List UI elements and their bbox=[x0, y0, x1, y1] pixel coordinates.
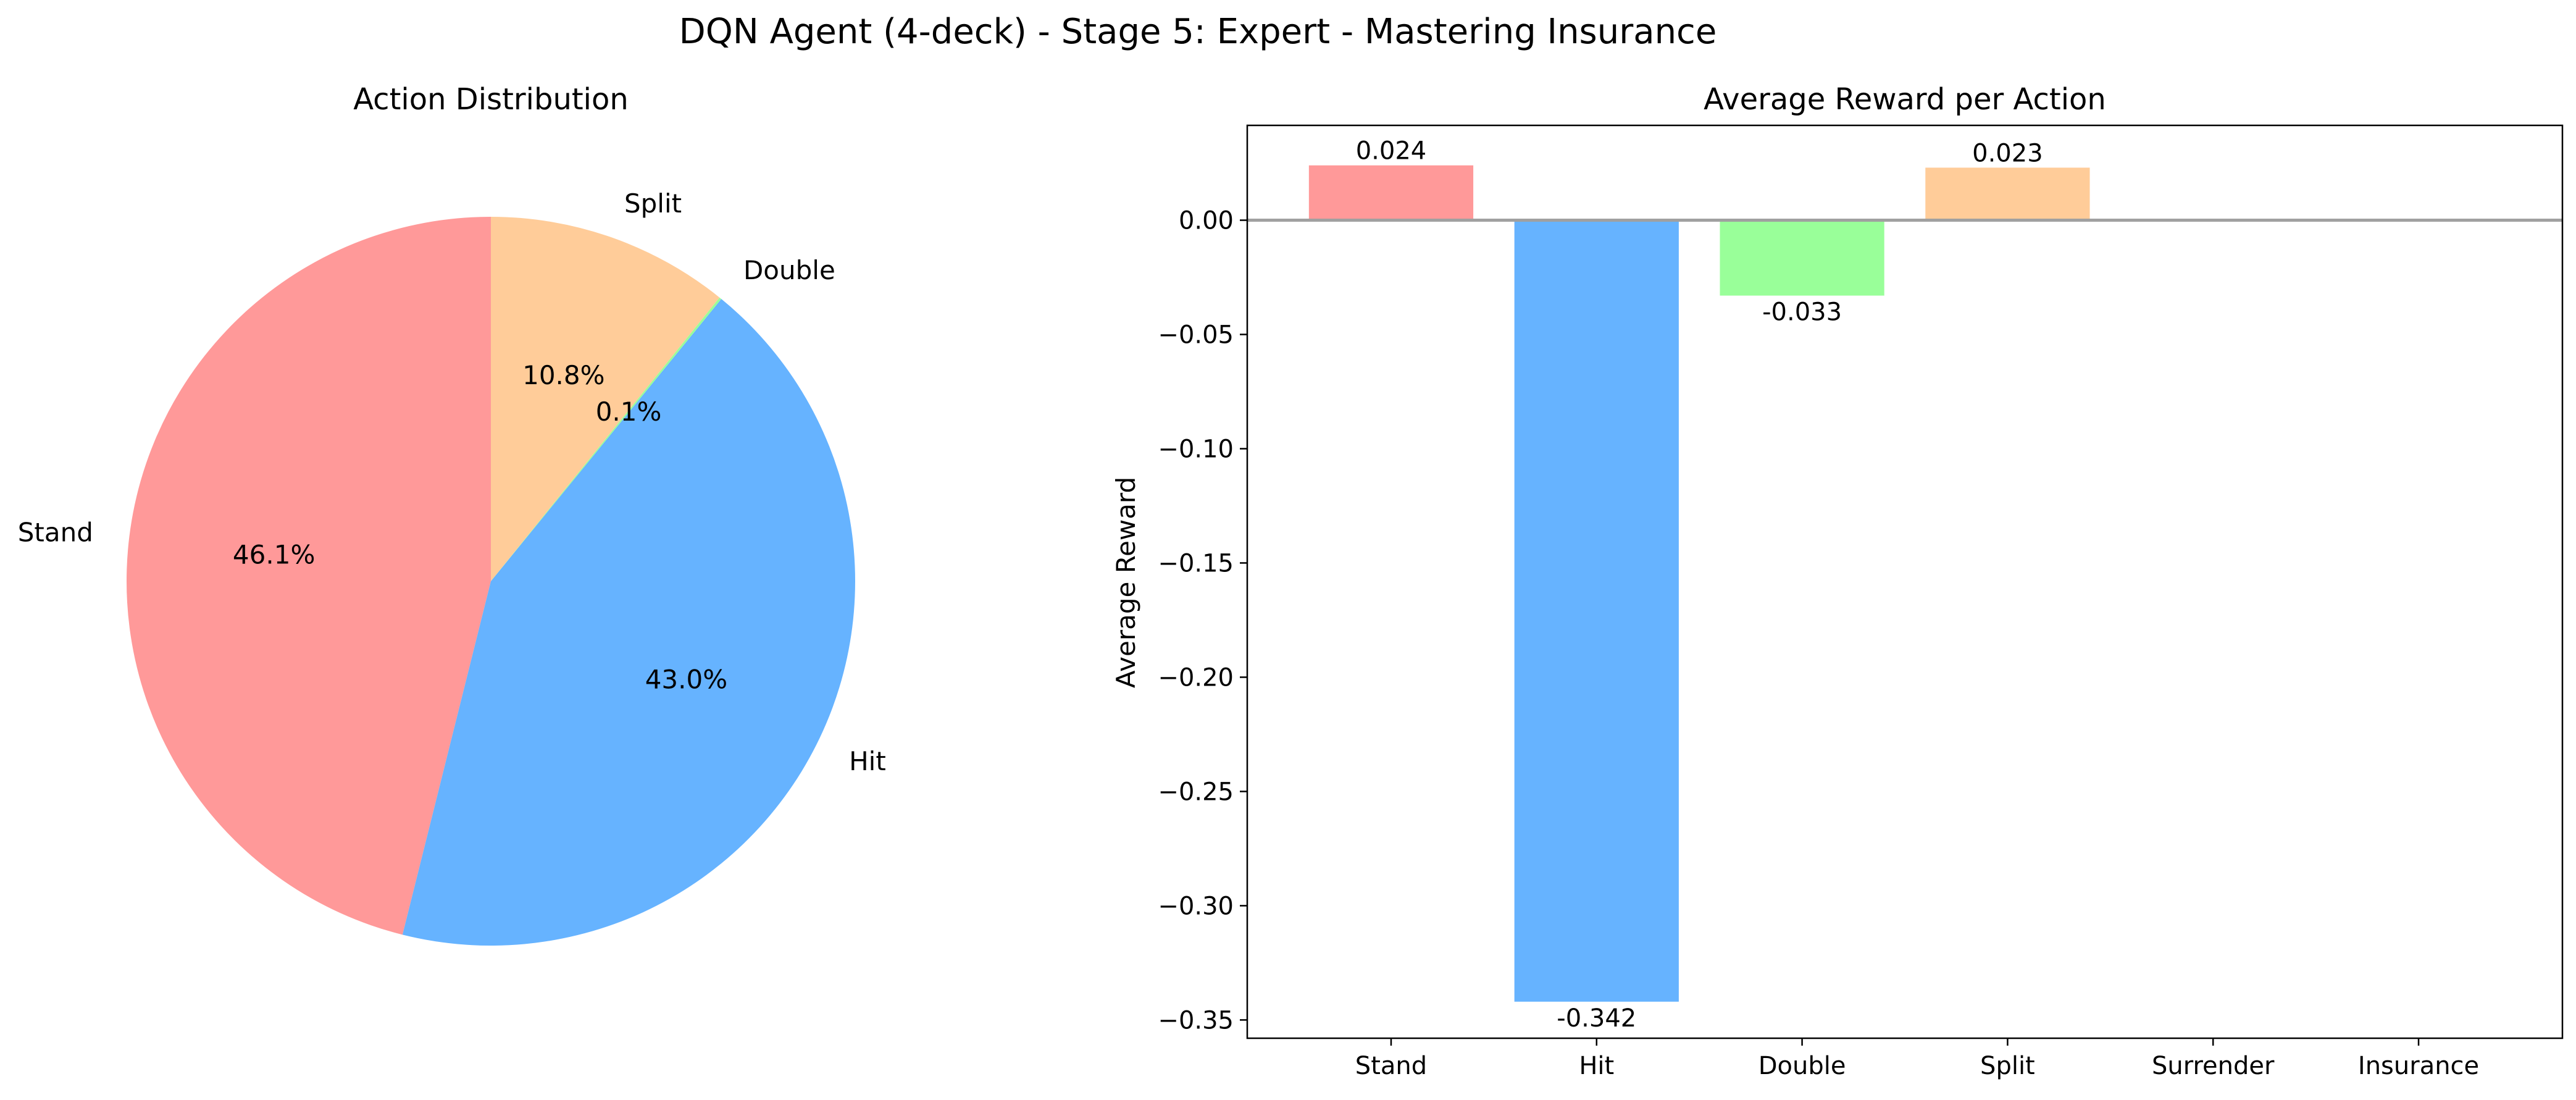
y-tick-label: −0.30 bbox=[1158, 892, 1234, 920]
pie-pct-double: 0.1% bbox=[596, 397, 662, 427]
y-tick-label: −0.05 bbox=[1158, 321, 1234, 350]
x-tick-label-surrender: Surrender bbox=[2152, 1052, 2275, 1080]
pie-label-hit: Hit bbox=[849, 746, 886, 776]
bar-split bbox=[1925, 167, 2090, 220]
y-tick-label: −0.20 bbox=[1158, 663, 1234, 692]
pie-pct-split: 10.8% bbox=[522, 360, 604, 390]
bar-chart: Average Reward per Action Average Reward… bbox=[1111, 82, 2564, 1080]
bar-hit bbox=[1514, 220, 1679, 1002]
bar-value-label-split: 0.023 bbox=[1972, 139, 2043, 167]
y-tick-label: −0.15 bbox=[1158, 549, 1234, 577]
bar-plot-frame bbox=[1246, 124, 2564, 1039]
bar-value-label-double: -0.033 bbox=[1762, 298, 1842, 327]
bar-chart-title: Average Reward per Action bbox=[1704, 82, 2106, 117]
pie-pct-hit: 43.0% bbox=[645, 665, 727, 695]
pie-label-double: Double bbox=[743, 255, 835, 285]
bar-chart-y-axis-label: Average Reward bbox=[1111, 477, 1141, 688]
pie-labels: Stand 46.1% Hit 43.0% Double 0.1% Split 10.8% bbox=[18, 188, 886, 776]
bar-double bbox=[1720, 220, 1884, 296]
x-tick-label-split: Split bbox=[1980, 1052, 2035, 1080]
bar-value-label-stand: 0.024 bbox=[1356, 137, 1427, 166]
x-tick-label-stand: Stand bbox=[1355, 1052, 1427, 1080]
x-tick-label-hit: Hit bbox=[1579, 1052, 1614, 1080]
pie-label-stand: Stand bbox=[18, 518, 93, 548]
pie-chart-title: Action Distribution bbox=[353, 82, 629, 117]
pie-slice-double bbox=[491, 297, 722, 581]
bar-plot-area: 0.024 -0.342 -0.033 0.023 0.00 −0.05 −0.10 −0.1… bbox=[1158, 124, 2564, 1080]
figure-suptitle: DQN Agent (4-deck) - Stage 5: Expert - M… bbox=[679, 12, 1717, 52]
y-tick-label: −0.25 bbox=[1158, 778, 1234, 806]
pie-slice-hit bbox=[402, 299, 855, 946]
y-tick-label: −0.10 bbox=[1158, 435, 1234, 463]
bar-value-label-hit: -0.342 bbox=[1557, 1004, 1636, 1033]
pie-chart: Action Distribution Stand 46.1% Hit 43.0% Do… bbox=[18, 82, 886, 946]
pie-slice-stand bbox=[127, 217, 491, 935]
y-tick-label: 0.00 bbox=[1179, 207, 1234, 235]
pie-label-split: Split bbox=[624, 188, 682, 219]
x-tick-label-insurance: Insurance bbox=[2358, 1052, 2479, 1080]
pie-slice-split bbox=[491, 217, 720, 581]
y-tick-label: −0.35 bbox=[1158, 1006, 1234, 1035]
pie-pct-stand: 46.1% bbox=[233, 540, 315, 570]
bar-stand bbox=[1308, 165, 1474, 220]
x-tick-label-double: Double bbox=[1758, 1052, 1846, 1080]
pie-slices bbox=[127, 217, 855, 946]
